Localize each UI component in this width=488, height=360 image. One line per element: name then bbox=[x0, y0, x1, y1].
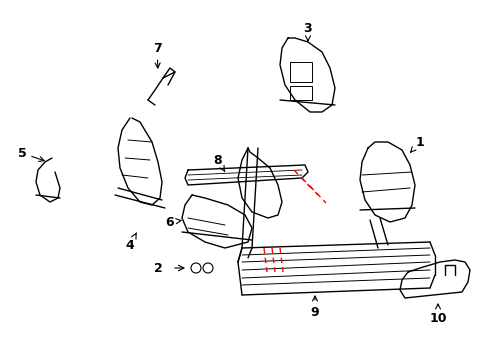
Text: 3: 3 bbox=[303, 22, 312, 41]
Text: 8: 8 bbox=[213, 153, 224, 172]
Text: 6: 6 bbox=[165, 216, 181, 229]
Text: 10: 10 bbox=[428, 304, 446, 324]
Text: 2: 2 bbox=[153, 261, 162, 274]
Text: 5: 5 bbox=[18, 147, 44, 161]
Text: 7: 7 bbox=[152, 41, 161, 68]
Text: 9: 9 bbox=[310, 296, 319, 319]
Bar bbox=[289, 62, 311, 82]
Text: 1: 1 bbox=[410, 135, 424, 152]
Bar bbox=[289, 86, 311, 100]
Text: 4: 4 bbox=[125, 233, 136, 252]
